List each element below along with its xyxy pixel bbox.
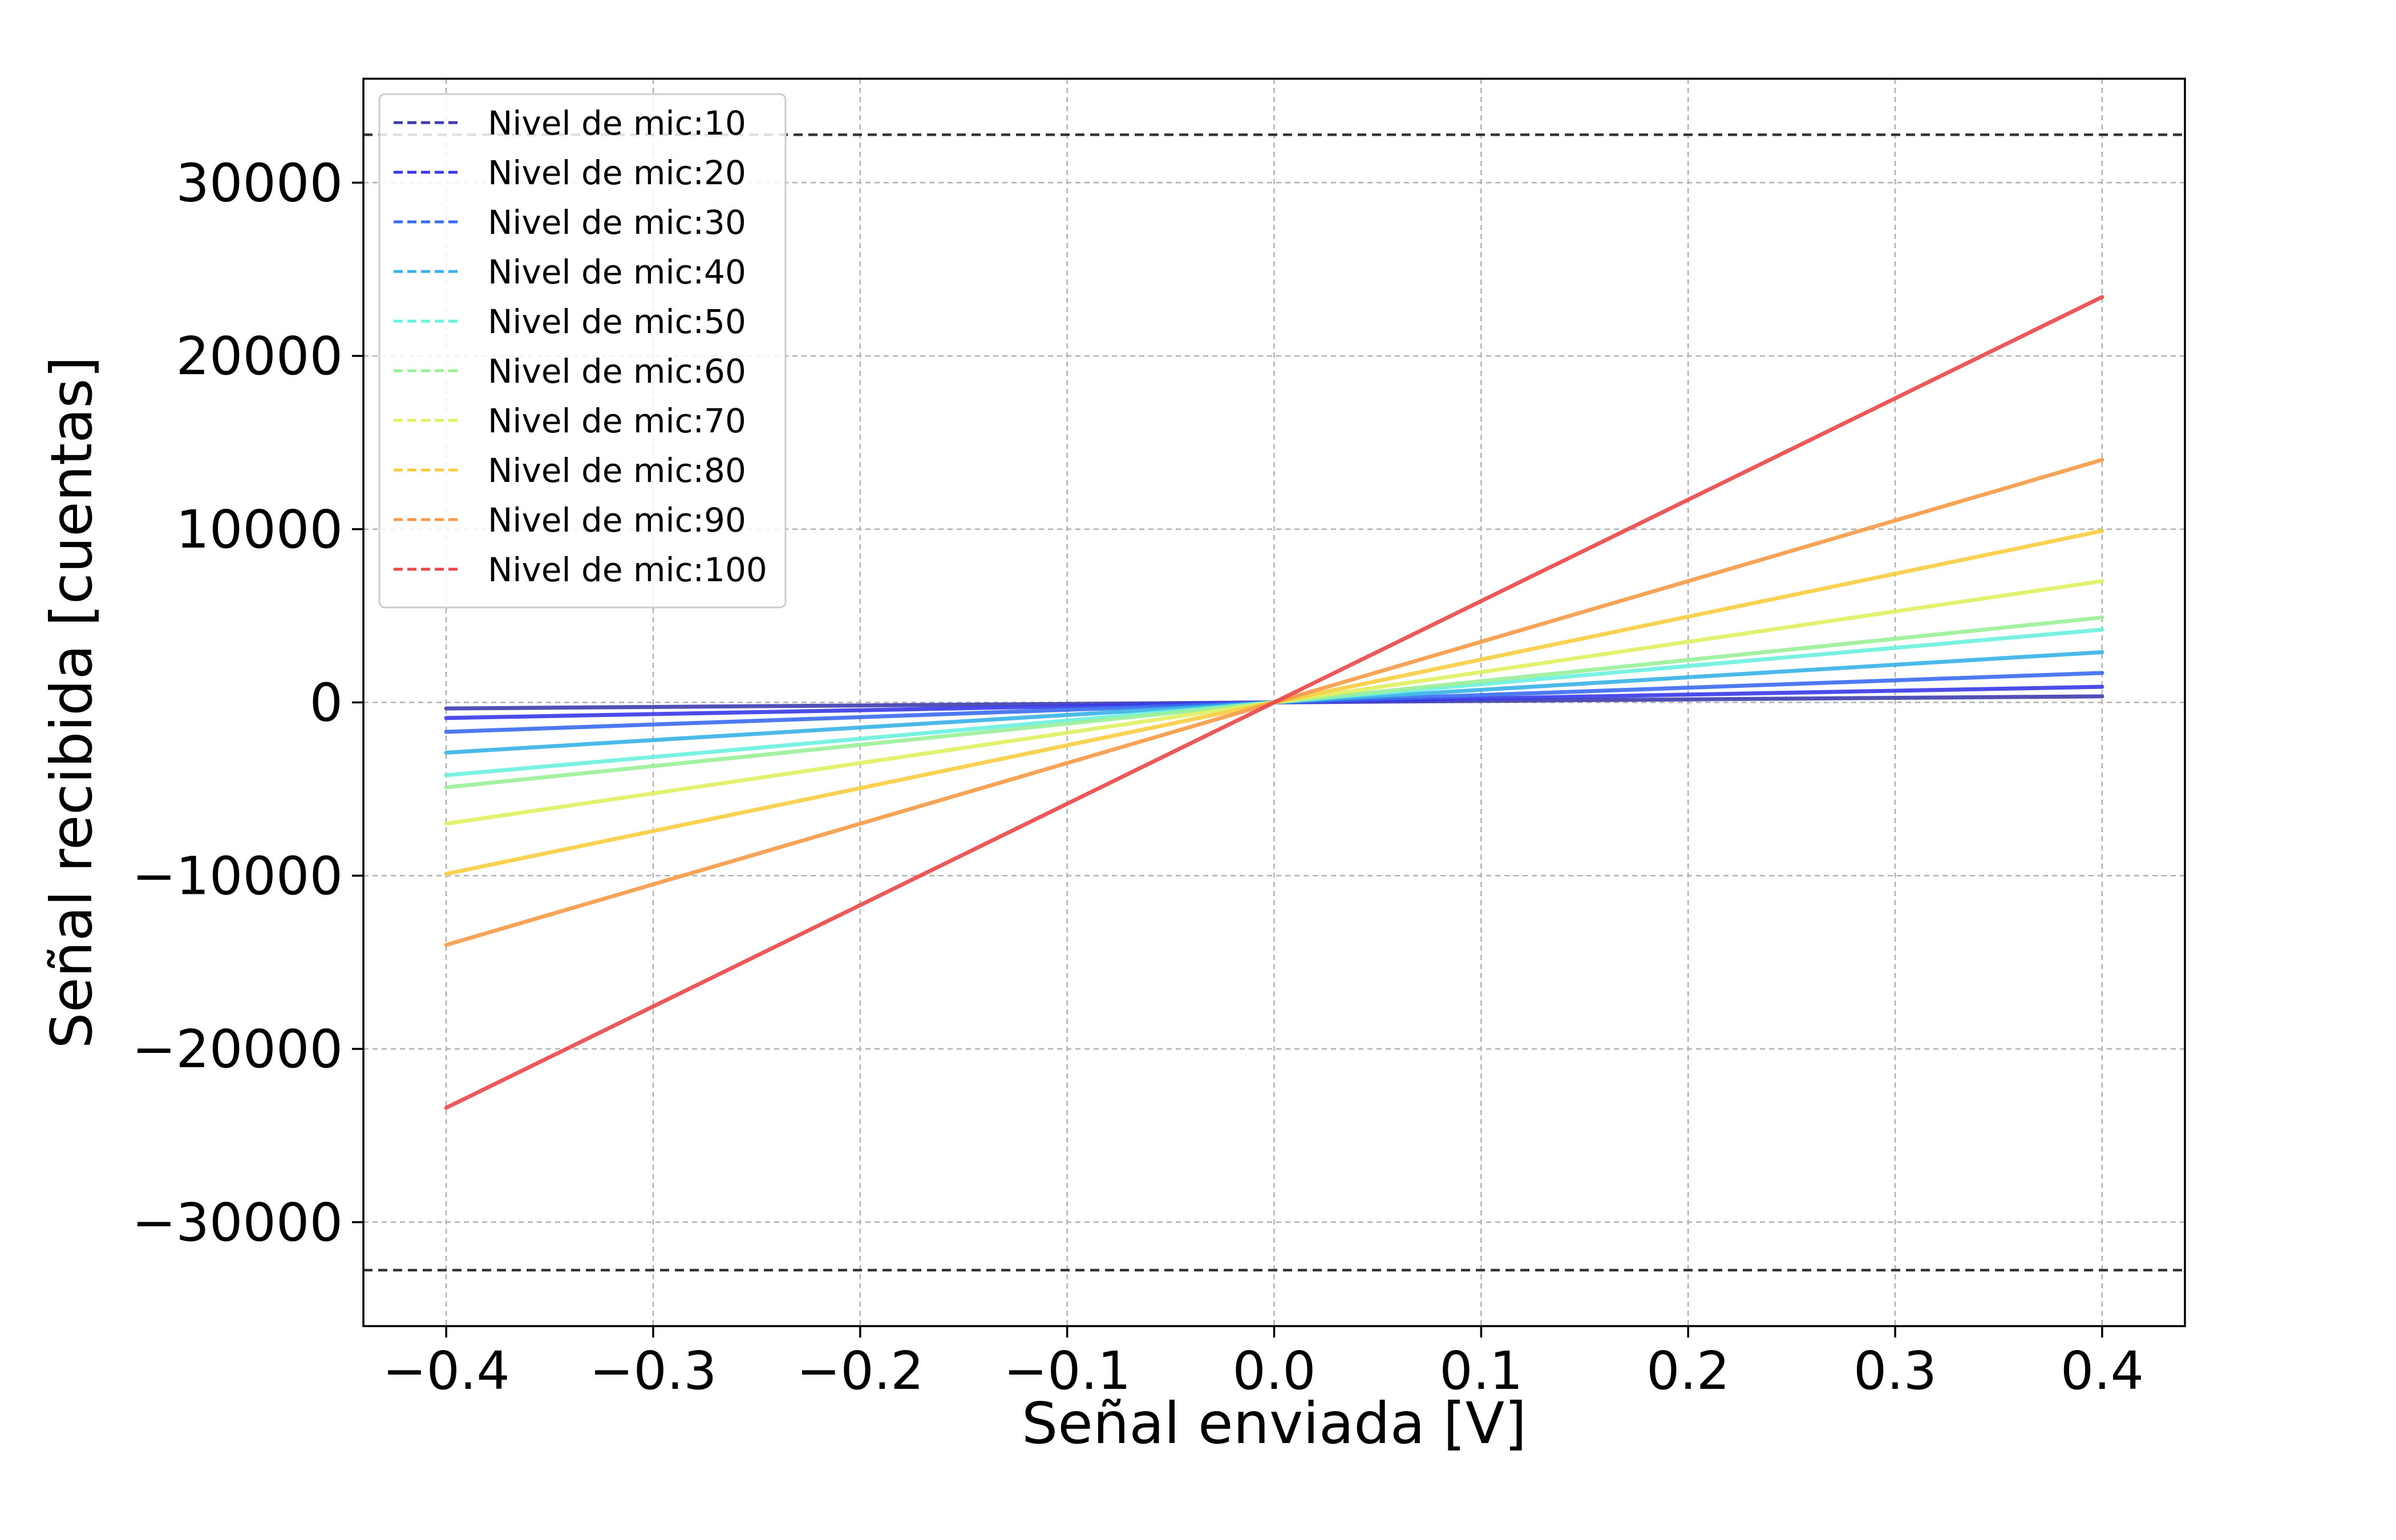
y-tick-label: 30000	[176, 152, 343, 213]
x-tick-label: 0.4	[2061, 1340, 2144, 1401]
legend-label: Nivel de mic:20	[488, 153, 746, 192]
x-tick-label: 0.3	[1853, 1340, 1937, 1401]
legend-label: Nivel de mic:60	[488, 352, 746, 391]
legend-label: Nivel de mic:40	[488, 253, 746, 291]
x-tick-label: 0.0	[1232, 1340, 1316, 1401]
legend-label: Nivel de mic:90	[488, 501, 746, 540]
x-tick-label: −0.3	[589, 1340, 717, 1401]
legend-label: Nivel de mic:50	[488, 302, 746, 341]
x-tick-label: −0.4	[382, 1340, 509, 1401]
x-tick-label: 0.2	[1646, 1340, 1730, 1401]
series-line	[444, 295, 2104, 1110]
x-axis-ticks: −0.4 −0.3 −0.2 −0.1 0.0 0.1 0.2 0.3 0.4	[382, 1326, 2144, 1401]
legend-label: Nivel de mic:70	[488, 402, 746, 440]
y-axis-label: Señal recibida [cuentas]	[38, 356, 105, 1048]
y-tick-label: −10000	[132, 845, 343, 906]
y-tick-label: 0	[309, 672, 343, 733]
y-tick-label: −20000	[132, 1019, 343, 1080]
legend-box	[378, 93, 787, 609]
series-lines	[444, 295, 2104, 1110]
legend-label: Nivel de mic:80	[488, 451, 746, 490]
legend-label: Nivel de mic:100	[488, 550, 767, 589]
legend-label: Nivel de mic:30	[488, 203, 746, 242]
y-tick-label: −30000	[132, 1192, 343, 1253]
x-tick-label: −0.2	[796, 1340, 924, 1401]
y-tick-label: 10000	[176, 499, 343, 560]
x-axis-label: Señal enviada [V]	[1022, 1390, 1527, 1457]
y-tick-label: 20000	[176, 326, 343, 387]
x-tick-label: 0.1	[1439, 1340, 1523, 1401]
y-axis-ticks: −30000 −20000 −10000 0 10000 20000 30000	[132, 152, 363, 1253]
x-tick-label: −0.1	[1003, 1340, 1131, 1401]
legend-label: Nivel de mic:10	[488, 104, 746, 143]
legend: Nivel de mic:10 Nivel de mic:20 Nivel de m…	[378, 93, 787, 609]
